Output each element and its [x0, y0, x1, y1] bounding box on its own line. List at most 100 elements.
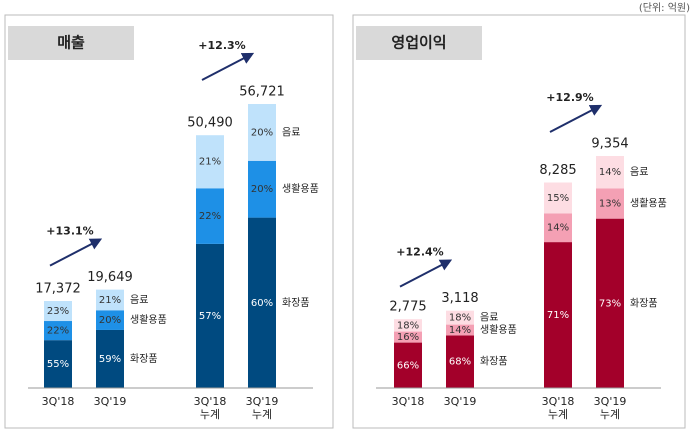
bar-segment	[96, 329, 124, 388]
x-tick-line: 3Q'18	[194, 395, 227, 408]
bar-segment	[248, 160, 276, 218]
series-label: 생활용품	[630, 197, 667, 210]
segment-label: 14%	[599, 167, 621, 178]
series-label: 음료	[480, 312, 498, 324]
bar-segment	[544, 182, 572, 214]
x-tick-label: 3Q'19 누계	[594, 395, 627, 421]
segment-label: 13%	[599, 199, 621, 210]
x-tick-label: 3Q'18	[392, 395, 425, 408]
x-tick-line: 누계	[600, 408, 620, 421]
segment-label: 22%	[47, 326, 69, 337]
bar-segment	[544, 213, 572, 243]
growth-arrow	[49, 238, 103, 267]
bar-segment	[44, 340, 72, 388]
bar-segment	[596, 188, 624, 219]
total-label: 9,354	[591, 137, 628, 152]
bar-segment	[44, 321, 72, 341]
x-tick-line: 누계	[200, 408, 220, 421]
x-tick-label: 3Q'19 누계	[246, 395, 279, 421]
segment-label: 73%	[599, 298, 621, 309]
bar-segment	[446, 335, 474, 388]
growth-label: +12.4%	[396, 246, 443, 259]
segment-label: 14%	[547, 223, 569, 234]
title-box	[8, 26, 134, 60]
segment-label: 14%	[449, 325, 471, 336]
bar-segment	[96, 289, 124, 311]
x-tick-line: 누계	[548, 408, 568, 421]
growth-arrow	[549, 104, 603, 133]
total-label: 56,721	[239, 85, 285, 100]
segment-label: 66%	[397, 360, 419, 371]
bar-segment	[544, 242, 572, 388]
total-label: 50,490	[187, 116, 233, 131]
x-tick-line: 3Q'19	[444, 395, 477, 408]
x-tick-label: 3Q'18	[42, 395, 75, 408]
segment-label: 57%	[199, 311, 221, 322]
chart-title: 영업이익	[391, 34, 446, 52]
segment-label: 68%	[449, 357, 471, 368]
total-label: 19,649	[87, 270, 133, 285]
x-tick-line: 3Q'18	[42, 395, 75, 408]
segment-label: 23%	[47, 306, 69, 317]
segment-label: 20%	[251, 184, 273, 195]
growth-arrow	[201, 52, 255, 81]
bar-segment	[96, 310, 124, 330]
segment-label: 60%	[251, 298, 273, 309]
series-label: 음료	[130, 294, 148, 306]
total-label: 2,775	[389, 300, 426, 315]
x-tick-label: 3Q'18 누계	[542, 395, 575, 421]
bar-segment	[596, 156, 624, 189]
bar-segment	[248, 217, 276, 388]
series-label: 화장품	[630, 297, 658, 309]
x-tick-label: 3Q'19	[444, 395, 477, 408]
segment-label: 20%	[99, 315, 121, 326]
segment-label: 71%	[547, 310, 569, 321]
series-label: 화장품	[282, 297, 310, 309]
series-label: 생활용품	[480, 323, 517, 336]
bar-segment	[394, 319, 422, 332]
unit-label: (단위: 억원)	[639, 1, 690, 14]
x-tick-line: 누계	[252, 408, 272, 421]
series-label: 생활용품	[282, 182, 319, 195]
bar-segment	[44, 301, 72, 322]
bar-segment	[196, 135, 224, 189]
x-tick-label: 3Q'18 누계	[194, 395, 227, 421]
bar-segment	[446, 310, 474, 325]
growth-label: +12.9%	[546, 91, 593, 104]
x-tick-label: 3Q'19	[94, 395, 127, 408]
segment-label: 16%	[397, 332, 419, 343]
segment-label: 20%	[251, 127, 273, 138]
series-label: 음료	[282, 126, 300, 138]
series-label: 생활용품	[130, 313, 167, 326]
growth-label: +13.1%	[46, 225, 93, 238]
x-tick-line: 3Q'19	[246, 395, 279, 408]
bar-segment	[248, 104, 276, 161]
bar-segment	[394, 331, 422, 343]
bar-segment	[196, 188, 224, 244]
title-box	[356, 26, 482, 60]
chart-title: 매출	[57, 34, 85, 52]
segment-label: 21%	[199, 157, 221, 168]
x-tick-line: 3Q'18	[392, 395, 425, 408]
bar-segment	[394, 342, 422, 388]
growth-arrow	[399, 259, 453, 288]
bar-segment	[196, 243, 224, 388]
segment-label: 15%	[547, 193, 569, 204]
total-label: 8,285	[539, 163, 576, 178]
series-label: 화장품	[130, 353, 158, 365]
segment-label: 21%	[99, 295, 121, 306]
segment-label: 55%	[47, 359, 69, 370]
total-label: 17,372	[35, 282, 81, 297]
total-label: 3,118	[441, 291, 478, 306]
x-tick-line: 3Q'19	[94, 395, 127, 408]
segment-label: 59%	[99, 354, 121, 365]
growth-label: +12.3%	[198, 39, 245, 52]
x-tick-line: 3Q'19	[594, 395, 627, 408]
segment-label: 18%	[449, 313, 471, 324]
segment-label: 18%	[397, 320, 419, 331]
bar-segment	[446, 324, 474, 336]
series-label: 화장품	[480, 356, 508, 368]
segment-label: 22%	[199, 211, 221, 222]
x-tick-line: 3Q'18	[542, 395, 575, 408]
